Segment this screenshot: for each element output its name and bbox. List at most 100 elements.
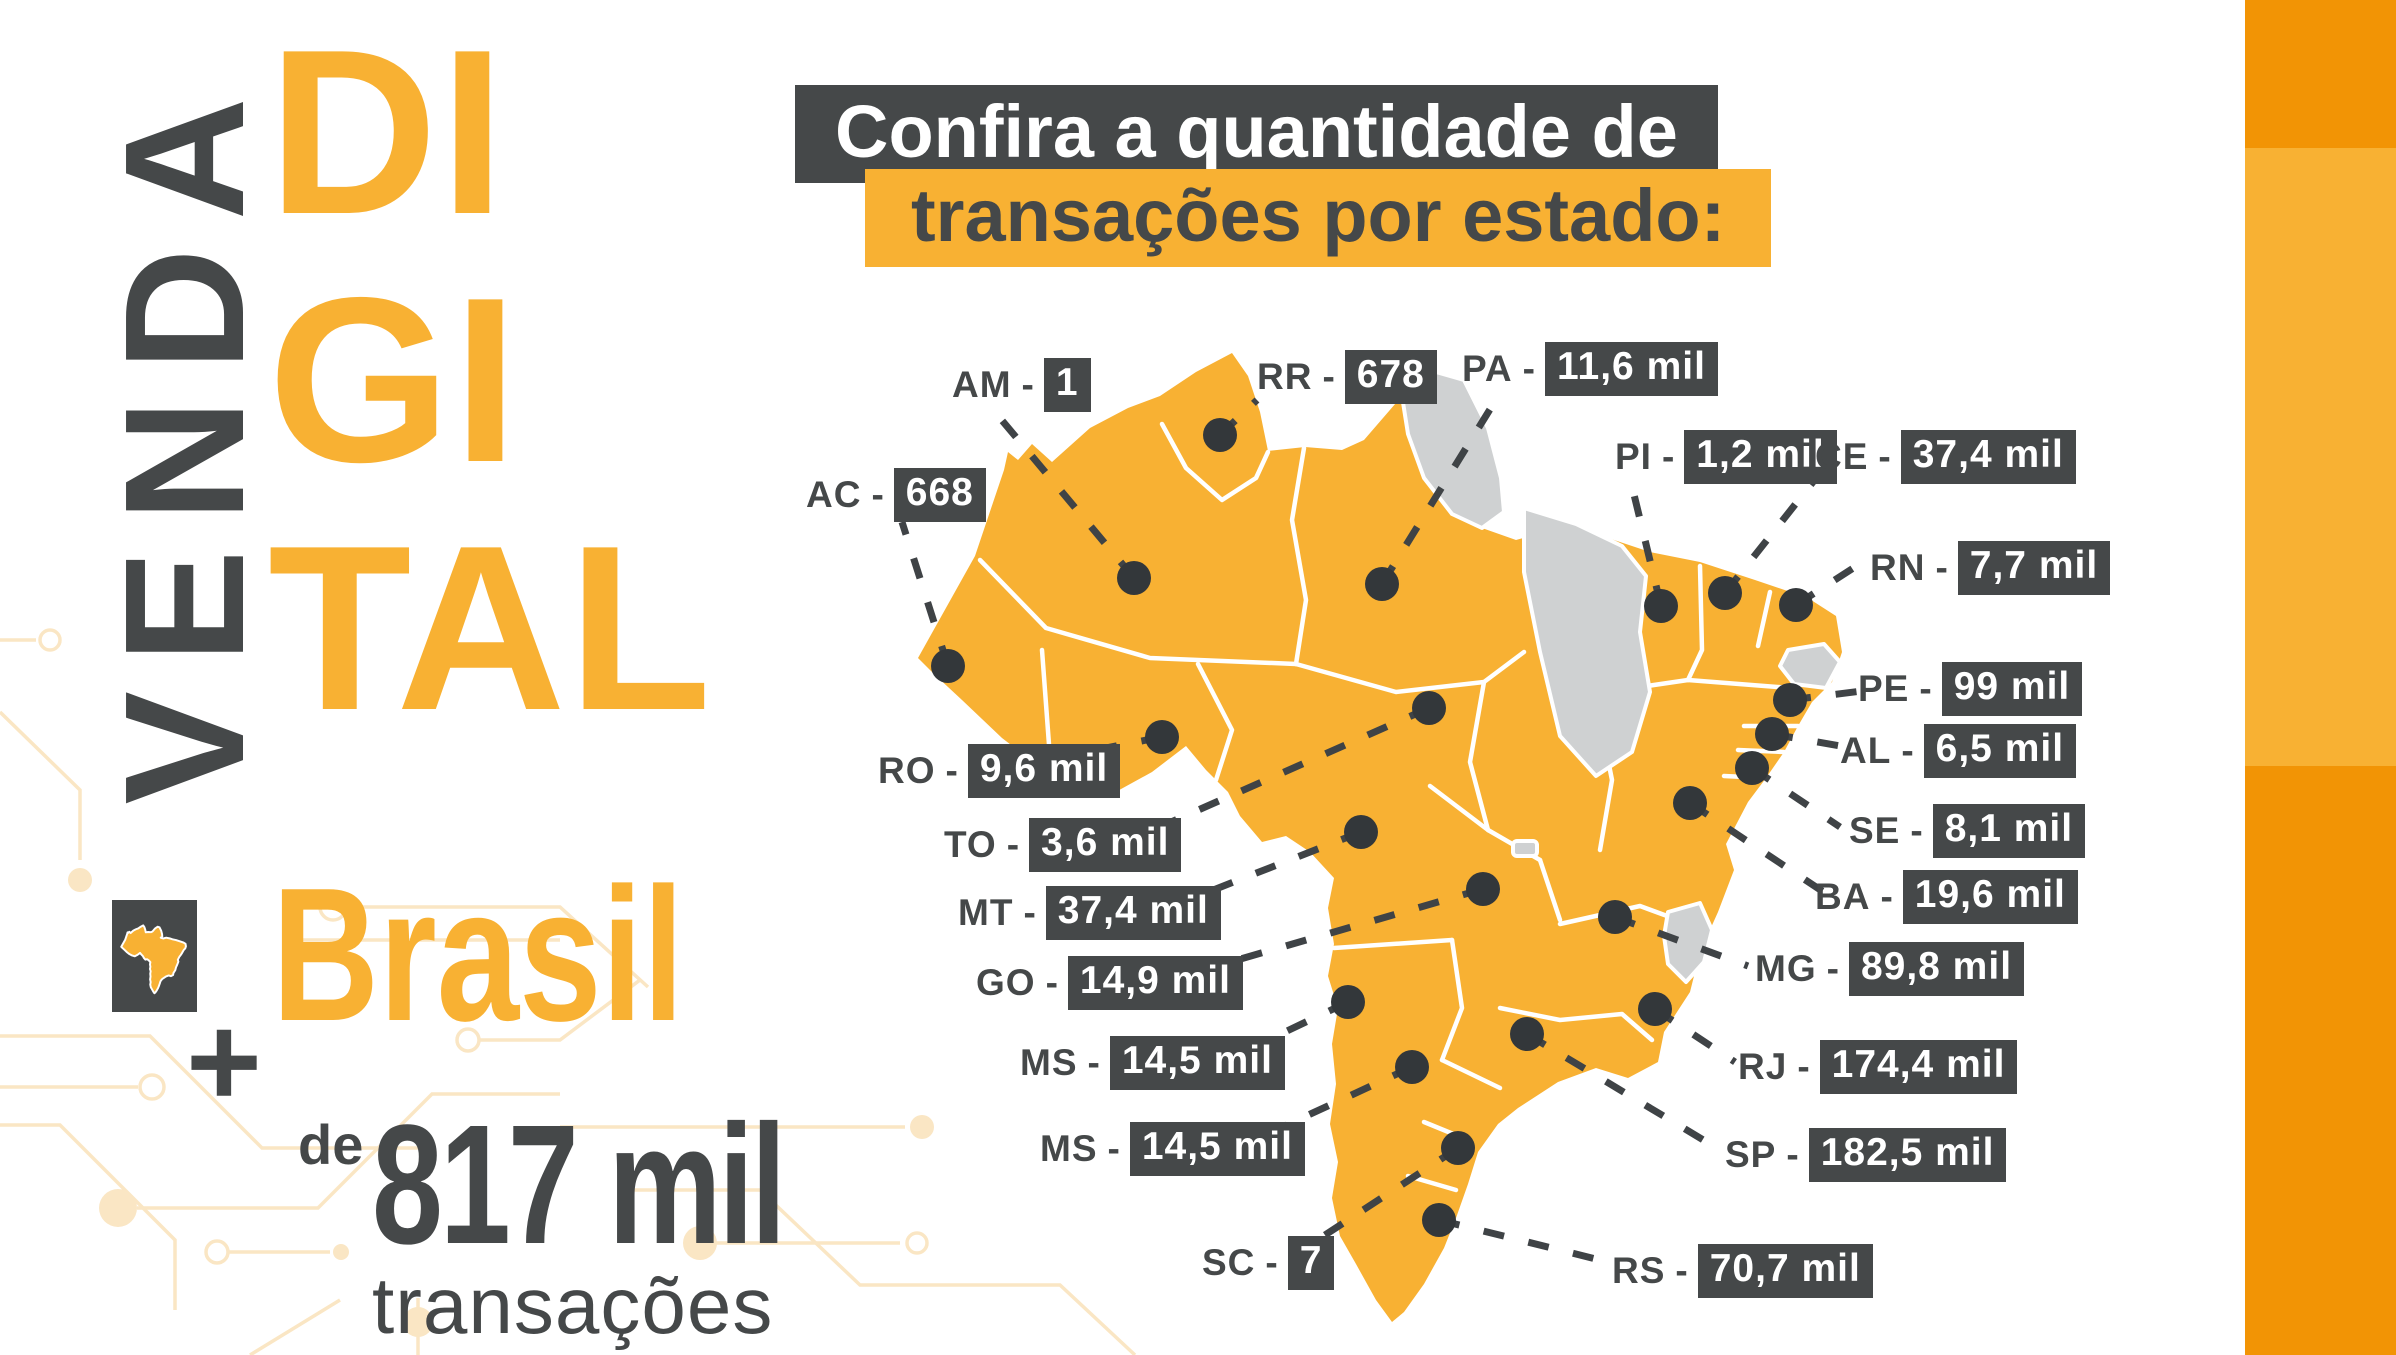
digital-line-1: DI (268, 0, 507, 263)
state-label-al: AL -6,5 mil (1840, 724, 2077, 778)
plus-sign: + (186, 988, 262, 1134)
state-value: 678 (1344, 350, 1437, 404)
state-value: 14,5 mil (1109, 1036, 1285, 1090)
label-separator: - (1935, 547, 1948, 588)
state-shape-ma (1522, 506, 1652, 778)
state-label-to: TO -3,6 mil (944, 818, 1182, 872)
state-label-ce: CE -37,4 mil (1815, 430, 2076, 484)
state-value: 6,5 mil (1923, 724, 2077, 778)
brazil-outline-icon (119, 924, 187, 995)
label-separator: - (1265, 1242, 1278, 1283)
edge-bar-top-segment (2245, 0, 2396, 148)
state-label-ms-2: MS -14,5 mil (1040, 1122, 1305, 1176)
state-code: RJ (1738, 1046, 1788, 1087)
label-separator: - (1826, 948, 1839, 989)
state-value: 14,5 mil (1129, 1122, 1305, 1176)
label-separator: - (1661, 436, 1675, 477)
state-code: AC (806, 474, 862, 515)
state-value: 3,6 mil (1029, 818, 1182, 872)
state-value: 174,4 mil (1819, 1040, 2018, 1094)
state-value: 9,6 mil (967, 744, 1121, 798)
state-code: MS (1020, 1042, 1078, 1083)
transactions-label: transações (372, 1261, 774, 1350)
label-separator: - (1910, 810, 1923, 851)
state-label-rn: RN -7,7 mil (1870, 541, 2111, 595)
state-label-rs: RS -70,7 mil (1612, 1244, 1873, 1298)
label-separator: - (1107, 1128, 1120, 1169)
label-separator: - (1023, 892, 1036, 933)
state-code: AM (952, 364, 1012, 405)
state-label-se: SE -8,1 mil (1849, 804, 2086, 858)
label-separator: - (1797, 1046, 1810, 1087)
state-value: 182,5 mil (1808, 1128, 2007, 1182)
state-value: 37,4 mil (1045, 886, 1221, 940)
label-separator: - (1901, 730, 1914, 771)
edge-bar-bottom-segment (2245, 766, 2396, 1355)
state-code: MT (958, 892, 1014, 933)
venda-vertical-text: VENDA (90, 69, 280, 805)
transactions-count: 817 mil (372, 1090, 786, 1280)
state-code: PE (1858, 668, 1910, 709)
state-value: 7,7 mil (1957, 541, 2111, 595)
state-label-mg: MG -89,8 mil (1755, 942, 2025, 996)
state-code: RO (878, 750, 936, 791)
state-label-pa: PA -11,6 mil (1462, 342, 1718, 396)
label-separator: - (1021, 364, 1034, 405)
state-code: BA (1815, 876, 1871, 917)
state-label-ba: BA -19,6 mil (1815, 870, 2078, 924)
state-value: 11,6 mil (1544, 342, 1718, 396)
state-code: TO (944, 824, 997, 865)
state-value: 1,2 mil (1684, 430, 1837, 484)
state-value: 37,4 mil (1900, 430, 2076, 484)
state-code: RR (1257, 356, 1313, 397)
edge-bar-middle-segment (2245, 148, 2396, 766)
state-label-rr: RR -678 (1257, 350, 1437, 404)
edge-accent-bar (2245, 0, 2396, 1355)
headline-line-2: transações por estado: (865, 169, 1772, 267)
headline-line-1: Confira a quantidade de (795, 85, 1718, 183)
state-value: 7 (1287, 1236, 1335, 1290)
state-label-pi: PI -1,2 mil (1615, 430, 1837, 484)
label-separator: - (1087, 1042, 1100, 1083)
state-value: 668 (893, 468, 986, 522)
state-code: PA (1462, 348, 1513, 389)
state-label-sc: SC -7 (1202, 1236, 1335, 1290)
state-code: SP (1725, 1134, 1777, 1175)
label-separator: - (1522, 348, 1535, 389)
state-value: 1 (1043, 358, 1091, 412)
label-separator: - (871, 474, 884, 515)
state-label-sp: SP -182,5 mil (1725, 1128, 2007, 1182)
state-code: SC (1202, 1242, 1256, 1283)
label-separator: - (1919, 668, 1932, 709)
de-label: de (298, 1113, 364, 1176)
label-separator: - (1006, 824, 1020, 865)
state-label-ms: MS -14,5 mil (1020, 1036, 1285, 1090)
state-value: 14,9 mil (1067, 956, 1243, 1010)
state-value: 19,6 mil (1902, 870, 2078, 924)
state-label-pe: PE -99 mil (1858, 662, 2083, 716)
state-code: CE (1815, 436, 1869, 477)
label-separator: - (1045, 962, 1058, 1003)
state-label-go: GO -14,9 mil (976, 956, 1243, 1010)
label-separator: - (1880, 876, 1893, 917)
state-code: AL (1840, 730, 1892, 771)
state-value: 99 mil (1941, 662, 2083, 716)
state-code: MG (1755, 948, 1817, 989)
label-separator: - (1786, 1134, 1799, 1175)
state-label-ro: RO -9,6 mil (878, 744, 1121, 798)
state-label-rj: RJ -174,4 mil (1738, 1040, 2018, 1094)
label-separator: - (1878, 436, 1891, 477)
state-value: 8,1 mil (1932, 804, 2086, 858)
state-label-ac: AC -668 (806, 468, 986, 522)
state-label-am: AM -1 (952, 358, 1091, 412)
digital-line-2: GI (268, 248, 521, 511)
state-code: RN (1870, 547, 1926, 588)
state-value: 89,8 mil (1848, 942, 2025, 996)
state-code: MS (1040, 1128, 1098, 1169)
digital-line-3: TAL (268, 496, 714, 759)
state-value: 70,7 mil (1697, 1244, 1873, 1298)
state-code: RS (1612, 1250, 1666, 1291)
state-shape-df (1511, 839, 1539, 858)
